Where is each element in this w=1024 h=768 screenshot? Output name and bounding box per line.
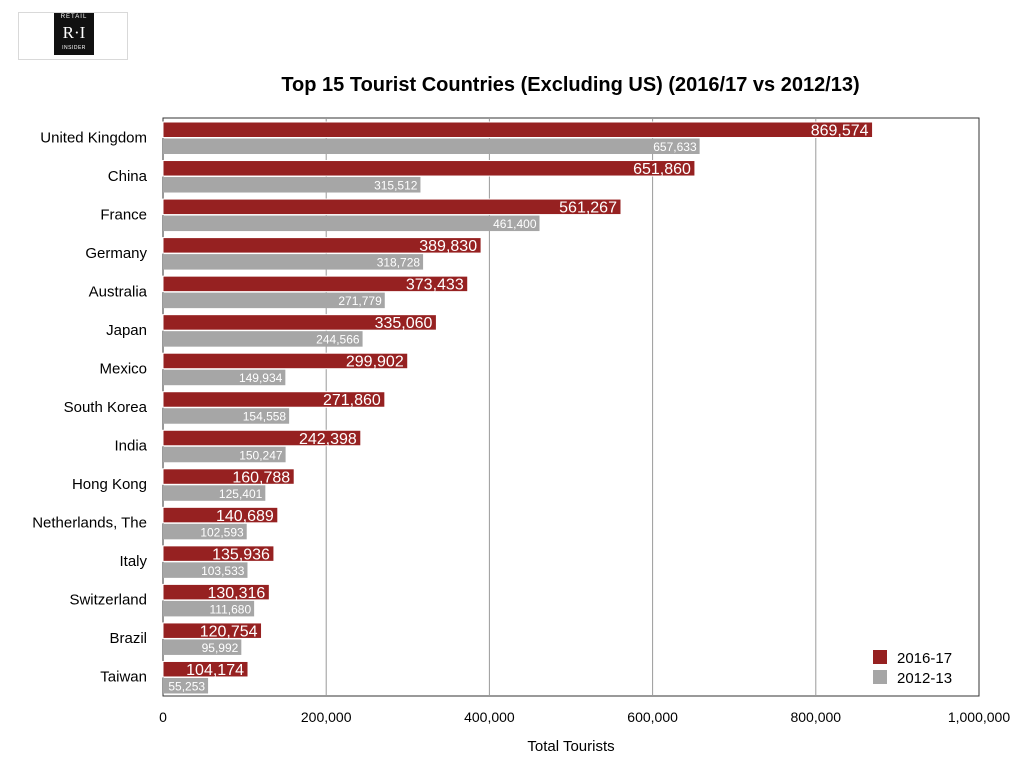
bar-2012-13 xyxy=(163,369,286,386)
bar-2012-13 xyxy=(163,215,540,232)
bar-2012-13 xyxy=(163,138,700,154)
bar-2016-17 xyxy=(162,391,386,408)
data-label-2012-13: 154,558 xyxy=(243,410,287,424)
x-tick-label: 1,000,000 xyxy=(948,709,1010,725)
category-label: Hong Kong xyxy=(72,476,147,493)
bar-2012-13 xyxy=(163,408,290,424)
logo-mark: RETAIL R·I INSIDER xyxy=(54,13,94,55)
data-label-2016-17: 869,574 xyxy=(811,123,869,140)
category-label: Netherlands, The xyxy=(32,515,147,532)
x-tick-label: 600,000 xyxy=(627,709,678,725)
data-label-2012-13: 271,779 xyxy=(338,294,382,308)
category-label: China xyxy=(108,168,148,185)
bar-2012-13 xyxy=(163,254,424,270)
data-label-2012-13: 461,400 xyxy=(493,217,537,231)
category-label: Switzerland xyxy=(69,592,147,609)
bar-2016-17 xyxy=(162,468,295,485)
legend-label: 2016-17 xyxy=(897,650,952,667)
bar-2016-17 xyxy=(162,121,874,138)
data-label-2016-17: 651,860 xyxy=(633,161,691,178)
data-label-2012-13: 55,253 xyxy=(168,679,205,693)
data-label-2016-17: 299,902 xyxy=(346,354,404,371)
bar-2016-17 xyxy=(162,622,263,639)
chart-title: Top 15 Tourist Countries (Excluding US) … xyxy=(281,74,860,96)
category-label: Italy xyxy=(119,553,147,570)
data-label-2016-17: 160,788 xyxy=(232,469,290,486)
data-label-2012-13: 111,680 xyxy=(210,602,252,616)
bar-2012-13 xyxy=(163,562,248,578)
x-tick-label: 200,000 xyxy=(301,709,352,725)
data-label-2012-13: 149,934 xyxy=(239,371,283,385)
data-label-2016-17: 120,754 xyxy=(200,623,258,640)
logo-top-text: RETAIL xyxy=(60,14,88,20)
bar-2016-17 xyxy=(162,275,469,293)
category-label: Australia xyxy=(89,283,148,300)
data-label-2016-17: 130,316 xyxy=(207,585,265,602)
data-label-2012-13: 102,593 xyxy=(200,525,244,539)
bar-2012-13 xyxy=(163,600,255,617)
category-label: Japan xyxy=(106,322,147,339)
category-label: Taiwan xyxy=(100,669,147,686)
x-axis-title: Total Tourists xyxy=(527,738,614,755)
bar-2016-17 xyxy=(162,429,362,447)
data-label-2016-17: 335,060 xyxy=(375,315,433,332)
data-label-2012-13: 150,247 xyxy=(239,448,283,462)
data-label-2012-13: 103,533 xyxy=(201,564,245,578)
bar-2016-17 xyxy=(162,160,696,177)
data-label-2016-17: 104,174 xyxy=(186,662,244,679)
bar-2012-13 xyxy=(163,292,385,309)
bar-2012-13 xyxy=(163,446,286,463)
legend-swatch xyxy=(873,650,887,664)
data-label-2012-13: 125,401 xyxy=(219,487,263,501)
data-label-2016-17: 140,689 xyxy=(216,508,274,525)
category-label: Brazil xyxy=(109,630,147,647)
data-label-2016-17: 271,860 xyxy=(323,392,381,409)
x-tick-label: 400,000 xyxy=(464,709,515,725)
data-label-2016-17: 373,433 xyxy=(406,277,464,294)
bar-2016-17 xyxy=(162,237,482,254)
category-label: United Kingdom xyxy=(40,129,147,146)
logo-monogram: R·I xyxy=(62,23,86,42)
data-label-2016-17: 135,936 xyxy=(212,546,270,563)
category-label: France xyxy=(100,206,147,223)
data-label-2012-13: 95,992 xyxy=(202,641,239,655)
retail-insider-logo: RETAIL R·I INSIDER xyxy=(18,12,128,60)
legend-label: 2012-13 xyxy=(897,670,952,687)
bar-2012-13 xyxy=(163,331,363,347)
bar-2016-17 xyxy=(162,583,270,601)
bar-2012-13 xyxy=(163,639,242,655)
category-label: Mexico xyxy=(99,360,147,377)
bar-2012-13 xyxy=(163,485,266,501)
bar-2016-17 xyxy=(162,198,622,216)
bar-2012-13 xyxy=(163,523,247,540)
logo-bottom-text: INSIDER xyxy=(62,45,86,51)
data-label-2016-17: 242,398 xyxy=(299,431,357,448)
x-tick-label: 0 xyxy=(159,709,167,725)
bar-2012-13 xyxy=(163,677,209,694)
bar-2016-17 xyxy=(162,314,437,331)
data-label-2012-13: 657,633 xyxy=(653,140,697,154)
bar-2016-17 xyxy=(162,660,249,678)
data-label-2016-17: 389,830 xyxy=(419,238,477,255)
bar-2012-13 xyxy=(163,177,421,193)
data-label-2012-13: 315,512 xyxy=(374,179,418,193)
category-label: South Korea xyxy=(64,399,148,416)
bar-2016-17 xyxy=(162,545,275,562)
data-label-2012-13: 318,728 xyxy=(377,256,421,270)
bar-2016-17 xyxy=(162,506,279,524)
category-label: Germany xyxy=(85,245,147,262)
category-label: India xyxy=(114,438,147,455)
x-tick-label: 800,000 xyxy=(790,709,841,725)
legend-swatch xyxy=(873,670,887,684)
bar-2016-17 xyxy=(162,352,409,370)
data-label-2016-17: 561,267 xyxy=(559,200,617,217)
data-label-2012-13: 244,566 xyxy=(316,333,360,347)
